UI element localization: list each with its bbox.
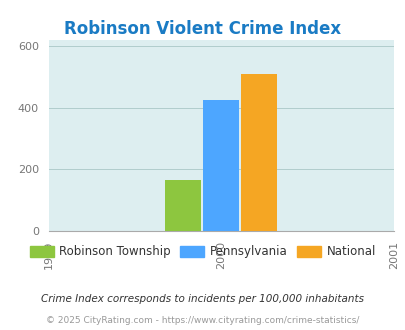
Text: © 2025 CityRating.com - https://www.cityrating.com/crime-statistics/: © 2025 CityRating.com - https://www.city…: [46, 315, 359, 325]
Bar: [165, 180, 201, 231]
Bar: [241, 75, 277, 231]
Text: Crime Index corresponds to incidents per 100,000 inhabitants: Crime Index corresponds to incidents per…: [41, 294, 364, 304]
Legend: Robinson Township, Pennsylvania, National: Robinson Township, Pennsylvania, Nationa…: [25, 241, 380, 263]
Bar: [202, 100, 239, 231]
Text: Robinson Violent Crime Index: Robinson Violent Crime Index: [64, 20, 341, 38]
